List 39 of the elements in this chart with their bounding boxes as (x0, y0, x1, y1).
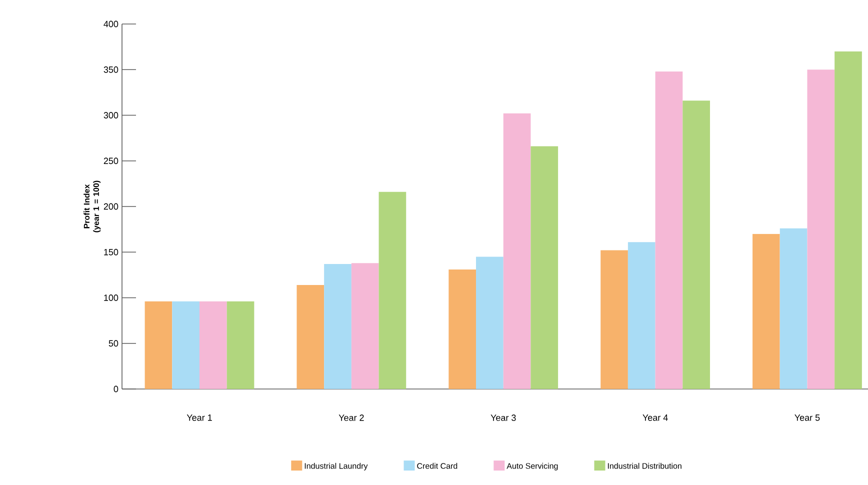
bar (503, 113, 531, 390)
x-tick-label: Year 5 (794, 414, 820, 421)
y-tick-label: 200 (104, 203, 118, 210)
bar (448, 269, 476, 390)
legend-label: Auto Servicing (506, 462, 558, 470)
bar (834, 51, 862, 390)
bar (199, 301, 227, 390)
y-tick-label: 350 (104, 66, 118, 73)
y-tick-label: 300 (104, 112, 118, 118)
bar (600, 250, 628, 390)
y-tick-label: 150 (104, 248, 118, 256)
legend-label: Credit Card (417, 462, 458, 469)
bar (807, 70, 835, 390)
y-tick-label: 100 (104, 294, 118, 301)
x-tick-label: Year 1 (186, 414, 212, 421)
bar (324, 264, 352, 390)
bar (682, 100, 710, 390)
bar (752, 234, 780, 390)
bar (144, 301, 172, 390)
bar (296, 284, 324, 390)
bar (351, 263, 379, 390)
y-tick-label: 50 (108, 340, 118, 347)
bar (628, 242, 656, 390)
bar (476, 256, 504, 390)
bar (655, 71, 683, 390)
legend-label: Industrial Laundry (304, 462, 368, 470)
legend-label: Industrial Distribution (608, 462, 682, 469)
bar (780, 228, 808, 390)
bar (378, 192, 406, 390)
bar (530, 146, 558, 390)
y-tick-label: 400 (104, 20, 118, 28)
bar (172, 301, 200, 390)
y-tick-label: 250 (104, 158, 118, 164)
bar (226, 301, 254, 390)
x-tick-label: Year 3 (490, 414, 516, 421)
y-tick-label: 0 (114, 386, 118, 392)
x-tick-label: Year 2 (338, 414, 364, 421)
x-tick-label: Year 4 (642, 414, 668, 421)
y-axis-title: Profit Index (year 1 = 100) (84, 180, 101, 232)
